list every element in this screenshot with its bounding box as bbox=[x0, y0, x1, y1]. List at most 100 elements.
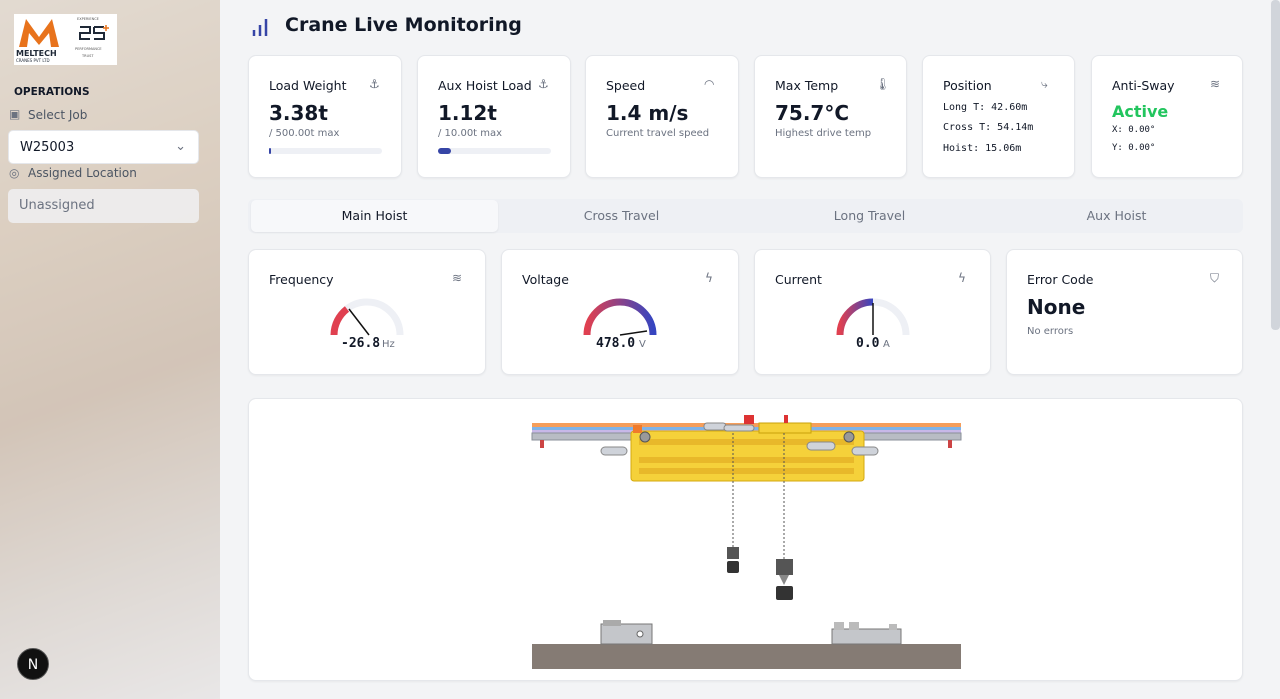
shape bbox=[776, 559, 793, 575]
briefcase-icon: ▣ bbox=[9, 107, 21, 121]
stat-card: Position ⤷ Long T: 42.60m Cross T: 54.14m… bbox=[922, 55, 1075, 178]
gauge-value: -26.8 bbox=[341, 336, 381, 351]
gauge-label: Voltage bbox=[522, 272, 569, 287]
progress-fill bbox=[269, 148, 271, 154]
shape bbox=[703, 422, 727, 431]
tab[interactable]: Cross Travel bbox=[583, 208, 660, 223]
stat-value: 75.7°C bbox=[775, 101, 850, 125]
status-note: No errors bbox=[1027, 326, 1074, 337]
shape bbox=[851, 446, 879, 456]
stat-label: Anti-Sway bbox=[1112, 78, 1175, 93]
shape bbox=[639, 457, 854, 463]
shape bbox=[330, 306, 350, 336]
shape bbox=[776, 586, 793, 600]
logo-mark bbox=[19, 19, 59, 47]
gauge bbox=[330, 298, 404, 336]
stat-label: Aux Hoist Load bbox=[438, 78, 532, 93]
stat-card: Anti-Sway ≋ Active X: 0.00° Y: 0.00° bbox=[1091, 55, 1243, 178]
shield-icon: ⛉ bbox=[1210, 271, 1220, 285]
field-label: Select Job bbox=[28, 108, 88, 122]
progress-bar bbox=[269, 148, 382, 154]
progress-fill bbox=[438, 148, 451, 154]
shape bbox=[723, 424, 755, 432]
position-line: Hoist: 15.06m bbox=[943, 143, 1022, 154]
stat-label: Max Temp bbox=[775, 78, 839, 93]
scrollbar[interactable] bbox=[1271, 0, 1280, 330]
shape bbox=[779, 575, 789, 585]
shape bbox=[252, 19, 268, 36]
shape bbox=[727, 547, 739, 559]
gauge-unit: V bbox=[639, 339, 646, 350]
status-value: None bbox=[1027, 295, 1086, 319]
tab-active[interactable]: Main Hoist bbox=[251, 200, 498, 232]
gauge-value: 0.0 bbox=[856, 336, 880, 351]
shape bbox=[600, 446, 628, 456]
stat-card: Speed ◠ 1.4 m/s Current travel speed bbox=[585, 55, 739, 178]
bolt-icon: ϟ bbox=[958, 271, 966, 285]
tab[interactable]: Long Travel bbox=[833, 208, 906, 223]
position-line: Cross T: 54.14m bbox=[943, 122, 1034, 133]
gauge-label: Frequency bbox=[269, 272, 334, 287]
header-icon bbox=[252, 19, 268, 36]
gauge-label: Current bbox=[775, 272, 822, 287]
anchor-icon: ⚓ bbox=[369, 77, 380, 91]
sidebar-background bbox=[0, 0, 220, 699]
shape bbox=[348, 308, 370, 336]
shape bbox=[784, 415, 788, 423]
avatar[interactable]: N bbox=[17, 648, 49, 680]
tab[interactable]: Aux Hoist bbox=[1086, 208, 1147, 223]
shape bbox=[79, 26, 105, 40]
stat-value: 1.12t bbox=[438, 101, 497, 125]
shape bbox=[330, 298, 404, 336]
wind-icon: ≋ bbox=[1210, 77, 1221, 91]
axes-icon: ⤷ bbox=[1041, 77, 1048, 91]
shape bbox=[758, 422, 812, 434]
stat-card: Max Temp 🌡︎ 75.7°C Highest drive temp bbox=[754, 55, 907, 178]
sidebar: MELTECH CRANES PVT LTD EXPERIENCE PERFOR… bbox=[0, 0, 220, 699]
logo-subtitle: CRANES PVT LTD bbox=[16, 58, 50, 63]
gauge-unit: Hz bbox=[382, 339, 395, 350]
job-value: W25003 bbox=[20, 140, 75, 155]
status-value: Active bbox=[1112, 102, 1169, 121]
stat-value: 3.38t bbox=[269, 101, 328, 125]
wave-icon: ≋ bbox=[452, 271, 463, 285]
stat-note: Highest drive temp bbox=[775, 128, 872, 139]
gauge-icon: ◠ bbox=[704, 77, 715, 91]
sway-line: Y: 0.00° bbox=[1112, 143, 1156, 153]
thermometer-icon: 🌡︎ bbox=[875, 77, 891, 91]
bolt-icon: ϟ bbox=[705, 271, 713, 285]
pin-icon: ◎ bbox=[9, 166, 20, 180]
crane-diagram bbox=[531, 415, 962, 669]
shape bbox=[532, 644, 961, 669]
stat-label: Speed bbox=[606, 78, 646, 93]
gauge bbox=[836, 298, 910, 336]
shape bbox=[849, 622, 859, 630]
gauge-unit: A bbox=[883, 339, 890, 350]
field-label: Assigned Location bbox=[28, 166, 137, 180]
gauge bbox=[583, 298, 657, 336]
shape bbox=[19, 19, 59, 47]
status-label: Error Code bbox=[1027, 272, 1094, 287]
badge-text: EXPERIENCE bbox=[77, 17, 99, 21]
location-field: Unassigned bbox=[8, 189, 199, 223]
shape bbox=[639, 431, 651, 443]
shape bbox=[843, 431, 855, 443]
shape bbox=[831, 628, 902, 645]
stat-label: Load Weight bbox=[269, 78, 347, 93]
shape bbox=[889, 624, 897, 630]
stat-note: / 10.00t max bbox=[438, 128, 503, 139]
sway-line: X: 0.00° bbox=[1112, 125, 1156, 135]
diagram-card bbox=[248, 398, 1243, 681]
shape bbox=[636, 630, 644, 638]
job-select[interactable]: W25003 ⌄ bbox=[8, 130, 199, 164]
gauge-card: Voltage ϟ 478.0 V bbox=[501, 249, 739, 375]
shape bbox=[600, 623, 653, 645]
stat-label: Position bbox=[943, 78, 992, 93]
shape bbox=[103, 25, 109, 31]
stat-note: Current travel speed bbox=[606, 128, 710, 139]
gauge-card: Frequency ≋ -26.8 Hz bbox=[248, 249, 486, 375]
shape bbox=[603, 620, 621, 626]
stat-card: Load Weight ⚓ 3.38t / 500.00t max bbox=[248, 55, 402, 178]
shape bbox=[806, 441, 836, 451]
